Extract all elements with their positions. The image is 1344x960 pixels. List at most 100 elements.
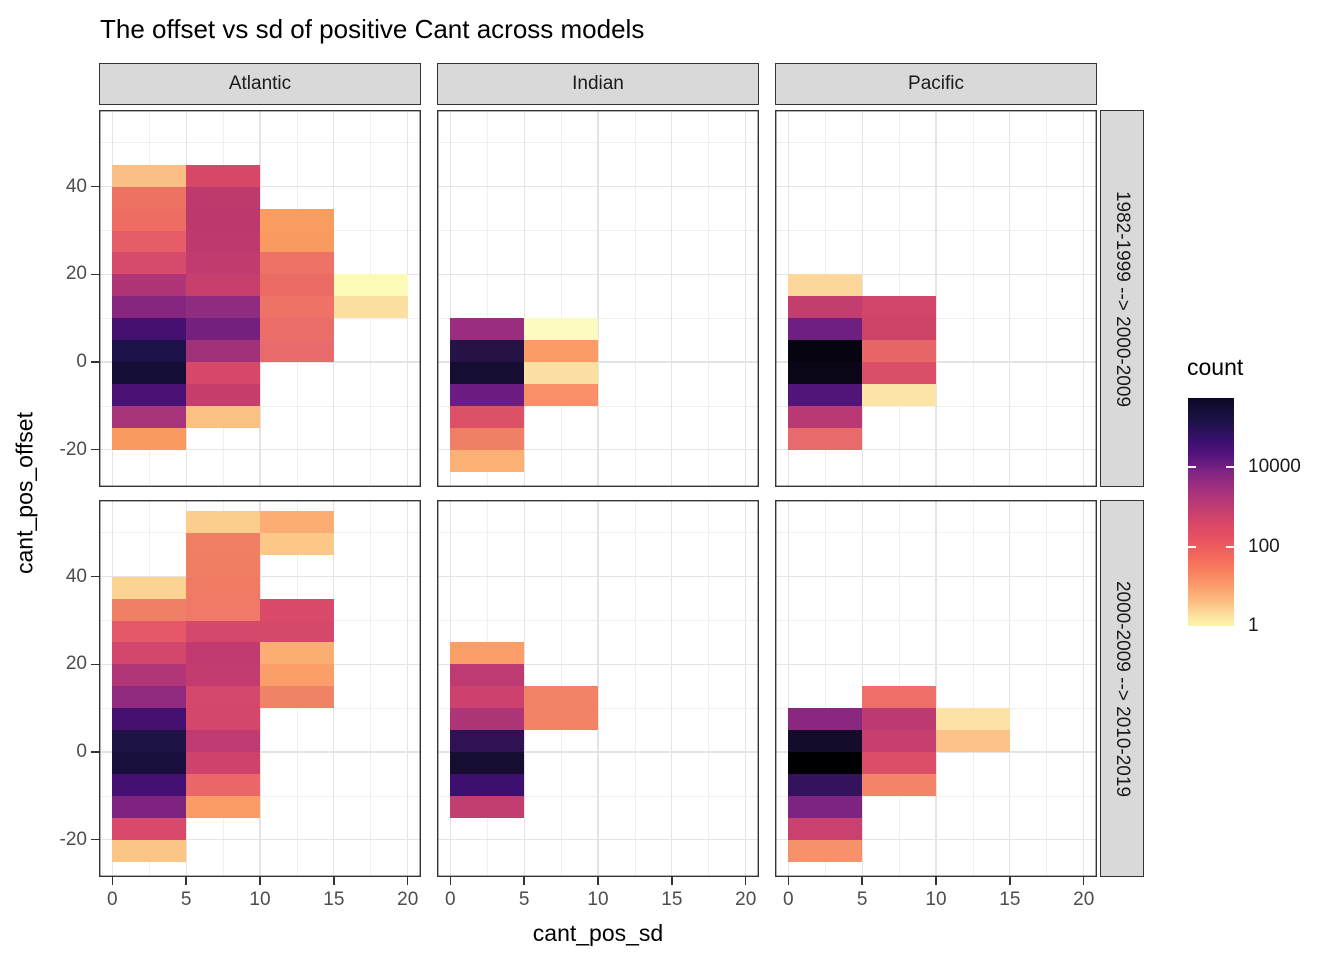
heatmap-tile [186, 406, 260, 428]
gridline-major-x [259, 500, 261, 877]
gridline-major-x [333, 110, 335, 487]
x-tick-mark [259, 877, 261, 885]
x-tick-mark [407, 877, 409, 885]
heatmap-tile [260, 274, 334, 296]
heatmap-tile [186, 730, 260, 752]
heatmap-tile [524, 384, 598, 406]
heatmap-tile [186, 555, 260, 577]
panel-atlantic-2000-2009 [99, 500, 421, 877]
heatmap-tile [186, 187, 260, 209]
x-tick-label: 5 [180, 889, 192, 910]
heatmap-tile [788, 406, 862, 428]
gridline-minor-x [296, 110, 298, 487]
gridline-minor-x [972, 110, 974, 487]
heatmap-tile [862, 686, 936, 708]
x-tick-label: 15 [999, 889, 1021, 910]
gridline-major-x [407, 110, 409, 487]
heatmap-tile [112, 664, 186, 686]
heatmap-tile [186, 664, 260, 686]
gridline-major-y [775, 576, 1097, 578]
gridline-major-y [437, 751, 759, 753]
legend-colorbar [1188, 398, 1234, 626]
heatmap-tile [936, 730, 1010, 752]
x-tick-label: 0 [444, 889, 456, 910]
panel-pacific-1982-1999 [775, 110, 1097, 487]
gridline-minor-y [99, 620, 421, 621]
gridline-minor-y [775, 795, 1097, 797]
heatmap-tile [186, 384, 260, 406]
x-tick-mark [185, 877, 187, 885]
heatmap-tile [112, 599, 186, 621]
heatmap-tile [112, 274, 186, 296]
gridline-major-x [111, 110, 113, 487]
heatmap-tile [862, 296, 936, 318]
heatmap-tile [260, 209, 334, 231]
heatmap-tile [186, 686, 260, 708]
facet-strip-label: Atlantic [228, 73, 292, 94]
heatmap-tile [450, 664, 524, 686]
heatmap-tile [112, 642, 186, 664]
y-tick-mark [91, 839, 99, 841]
y-tick-label: 40 [65, 175, 87, 197]
heatmap-tile [450, 384, 524, 406]
heatmap-tile [862, 708, 936, 730]
gridline-minor-y [99, 707, 421, 709]
gridline-minor-x [824, 110, 826, 487]
heatmap-tile [112, 818, 186, 840]
y-tick-mark [91, 361, 99, 363]
legend-tick-mark [1226, 466, 1234, 468]
x-tick-label: 5 [518, 889, 530, 910]
plot-title: The offset vs sd of positive Cant across… [100, 14, 645, 44]
legend-tick-mark [1188, 466, 1196, 468]
heatmap-tile [450, 362, 524, 384]
x-tick-mark [523, 877, 525, 885]
heatmap-tile [112, 296, 186, 318]
gridline-major-y [437, 839, 759, 841]
gridline-major-y [437, 361, 759, 363]
heatmap-tile [186, 774, 260, 796]
heatmap-tile [450, 406, 524, 428]
x-tick-label: 20 [397, 889, 419, 910]
y-tick-mark [91, 449, 99, 451]
y-tick-label: 20 [65, 263, 87, 285]
gridline-major-x [861, 500, 863, 877]
heatmap-tile [450, 796, 524, 818]
heatmap-tile [450, 774, 524, 796]
facet-strip-label: 2000-2009 --> 2010-2019 [1112, 580, 1134, 797]
gridline-minor-y [437, 230, 759, 231]
gridline-minor-y [437, 707, 759, 709]
x-tick-mark [1009, 877, 1011, 885]
heatmap-tile [260, 340, 334, 362]
heatmap-tile [186, 621, 260, 642]
x-tick-label: 5 [856, 889, 868, 910]
gridline-minor-x [708, 500, 710, 877]
gridline-major-x [671, 500, 673, 877]
legend-tick-label: 10000 [1248, 456, 1301, 478]
heatmap-tile [862, 774, 936, 796]
x-tick-mark [449, 877, 451, 885]
gridline-major-x [523, 500, 525, 877]
gridline-major-x [1083, 110, 1085, 487]
heatmap-tile [112, 621, 186, 642]
gridline-minor-y [99, 230, 421, 231]
gridline-minor-y [437, 795, 759, 797]
heatmap-tile [112, 752, 186, 774]
heatmap-tile [862, 340, 936, 362]
heatmap-tile [450, 450, 524, 472]
gridline-major-x [745, 500, 747, 877]
heatmap-tile [788, 274, 862, 296]
heatmap-tile [186, 708, 260, 730]
gridline-major-x [185, 110, 187, 487]
heatmap-tile [112, 796, 186, 818]
gridline-major-x [671, 110, 673, 487]
heatmap-tile [524, 318, 598, 340]
panel-indian-1982-1999 [437, 110, 759, 487]
heatmap-tile [112, 577, 186, 599]
gridline-minor-x [148, 110, 150, 487]
heatmap-tile [186, 165, 260, 187]
heatmap-tile [524, 708, 598, 730]
heatmap-tile [260, 599, 334, 621]
x-tick-mark [671, 877, 673, 885]
heatmap-tile [260, 296, 334, 318]
